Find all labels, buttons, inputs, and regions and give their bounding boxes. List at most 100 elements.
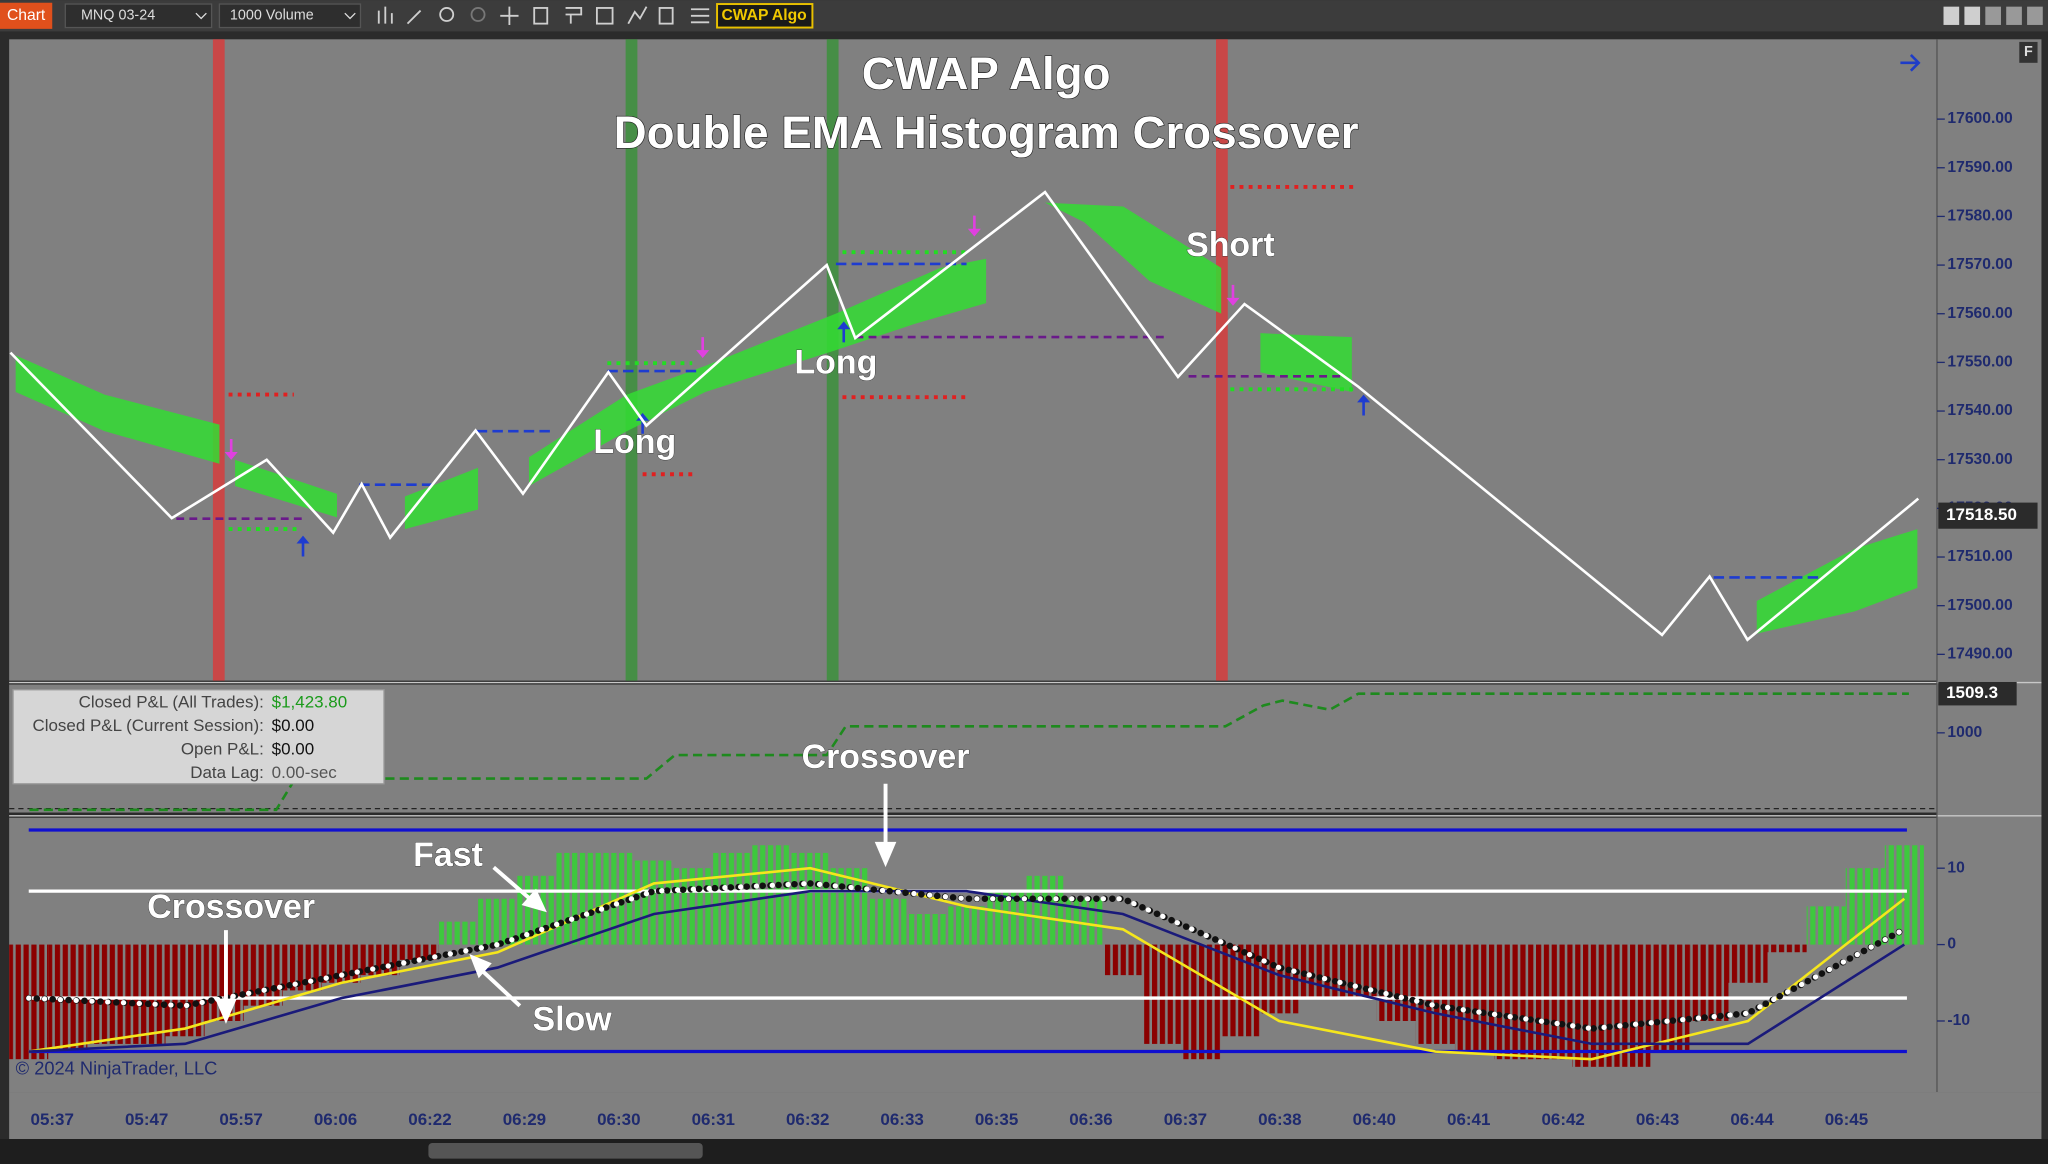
stat-value: 0.00-sec	[272, 763, 338, 782]
stat-value: $0.00	[272, 739, 314, 758]
histogram-bar	[790, 852, 830, 945]
x-tick-label: 06:33	[880, 1110, 923, 1129]
subtitle: Double EMA Histogram Crossover	[614, 107, 1359, 158]
histogram-bar	[1415, 944, 1455, 1044]
y-tick-label: 17540.00	[1947, 402, 2013, 419]
stat-label: Open P&L:	[181, 739, 264, 758]
x-tick-label: 06:06	[314, 1110, 357, 1129]
strategy-button[interactable]	[716, 3, 814, 29]
dropdown-arrow	[344, 12, 356, 20]
pnl-box	[12, 689, 385, 785]
toolbar-icons[interactable]	[377, 6, 710, 25]
histogram-bar	[907, 914, 947, 945]
x-tick-label: 06:41	[1447, 1110, 1490, 1129]
x-tick-label: 06:42	[1541, 1110, 1584, 1129]
time-axis	[9, 1092, 2042, 1140]
y-tick-label: 17600.00	[1947, 110, 2013, 127]
x-tick-label: 06:22	[408, 1110, 451, 1129]
stat-label: Closed P&L (All Trades):	[79, 692, 264, 711]
chart-button[interactable]	[0, 2, 53, 29]
value-axis	[1936, 39, 2042, 1093]
last-value-label: 1509.3	[1946, 683, 1998, 702]
y-tick-label: 0	[1947, 936, 1956, 953]
x-tick-label: 06:29	[503, 1110, 546, 1129]
instrument-label: MNQ 03-24	[81, 8, 155, 24]
y-tick-label: 17550.00	[1947, 354, 2013, 371]
x-tick-label: 06:32	[786, 1110, 829, 1129]
cloud-band	[15, 202, 1918, 634]
histogram-bar	[946, 906, 987, 945]
panel-button-label: F	[2024, 44, 2033, 60]
exit-arrows	[224, 215, 1240, 460]
indicator-line	[26, 880, 1907, 1032]
interval-select[interactable]	[218, 3, 362, 29]
last-value-box	[1938, 681, 2017, 706]
histogram-bar	[1884, 845, 1924, 945]
annotation: Long	[794, 343, 877, 381]
annotation: Crossover	[802, 738, 970, 776]
y-tick-label: 17580.00	[1947, 208, 2013, 225]
histogram-bar	[1181, 944, 1221, 1060]
histogram-bar	[1376, 944, 1416, 1021]
histogram-bar	[1845, 868, 1885, 945]
histogram-bar	[1806, 906, 1846, 945]
y-tick-label: -10	[1947, 1012, 1970, 1029]
x-tick-label: 06:44	[1730, 1110, 1774, 1129]
scrollbar[interactable]	[0, 1139, 2048, 1164]
x-tick-label: 06:37	[1164, 1110, 1207, 1129]
histogram-bar	[1533, 944, 1573, 1060]
y-tick-label: 17500.00	[1947, 597, 2013, 614]
y-tick-label: 17490.00	[1947, 645, 2013, 662]
x-tick-label: 05:37	[31, 1110, 74, 1129]
zigzag-line	[9, 190, 1920, 642]
annotation: Fast	[413, 836, 483, 874]
histogram-bar	[1103, 944, 1143, 976]
y-tick-label: 17560.00	[1947, 305, 2013, 322]
indicator-line	[28, 866, 1906, 1061]
histogram-bar	[1025, 875, 1065, 945]
panel-button[interactable]	[2019, 41, 2038, 63]
histogram-bar	[165, 944, 205, 1037]
histogram-bar	[478, 898, 518, 945]
dropdown-arrow	[195, 12, 207, 20]
histogram-bar	[9, 944, 49, 1060]
y-tick-label: 17570.00	[1947, 256, 2013, 273]
interval-label: 1000 Volume	[230, 8, 314, 24]
x-tick-label: 06:40	[1353, 1110, 1396, 1129]
y-tick-label: 10	[1947, 859, 1965, 876]
annotation: Long	[593, 423, 676, 461]
x-tick-label: 06:36	[1069, 1110, 1112, 1129]
stat-value: $1,423.80	[272, 692, 348, 711]
y-tick-label: 17590.00	[1947, 159, 2013, 176]
title: CWAP Algo	[862, 48, 1111, 99]
x-tick-label: 06:45	[1825, 1110, 1868, 1129]
scroll-right[interactable]	[1900, 54, 1921, 72]
instrument-select[interactable]	[64, 3, 213, 29]
window-controls[interactable]	[1943, 6, 2043, 25]
histogram-bar	[868, 898, 908, 945]
last-price-box	[1938, 502, 2038, 529]
x-tick-label: 06:31	[692, 1110, 735, 1129]
histogram-bar	[87, 944, 127, 1044]
scrollbar-thumb[interactable]	[428, 1142, 703, 1159]
x-tick-label: 05:57	[219, 1110, 262, 1129]
copyright: © 2024 NinjaTrader, LLC	[16, 1058, 218, 1079]
annotation-arrows	[215, 783, 897, 1024]
histogram-bar	[1572, 944, 1612, 1067]
strategy-label: CWAP Algo	[721, 7, 806, 24]
stat-label: Closed P&L (Current Session):	[32, 716, 263, 735]
stat-value: $0.00	[272, 716, 314, 735]
histogram-bar	[1494, 944, 1534, 1060]
y-tick-label: 1000	[1947, 724, 1982, 741]
histogram-bar	[1728, 944, 1768, 983]
indicator-line	[28, 889, 1906, 1053]
chart-button-label: Chart	[7, 7, 46, 24]
histogram-bar	[556, 852, 596, 945]
y-tick-label: 17510.00	[1947, 548, 2013, 565]
x-tick-label: 06:30	[597, 1110, 640, 1129]
histogram-bar	[712, 852, 752, 945]
x-tick-label: 06:35	[975, 1110, 1018, 1129]
histogram-bar	[439, 921, 479, 945]
